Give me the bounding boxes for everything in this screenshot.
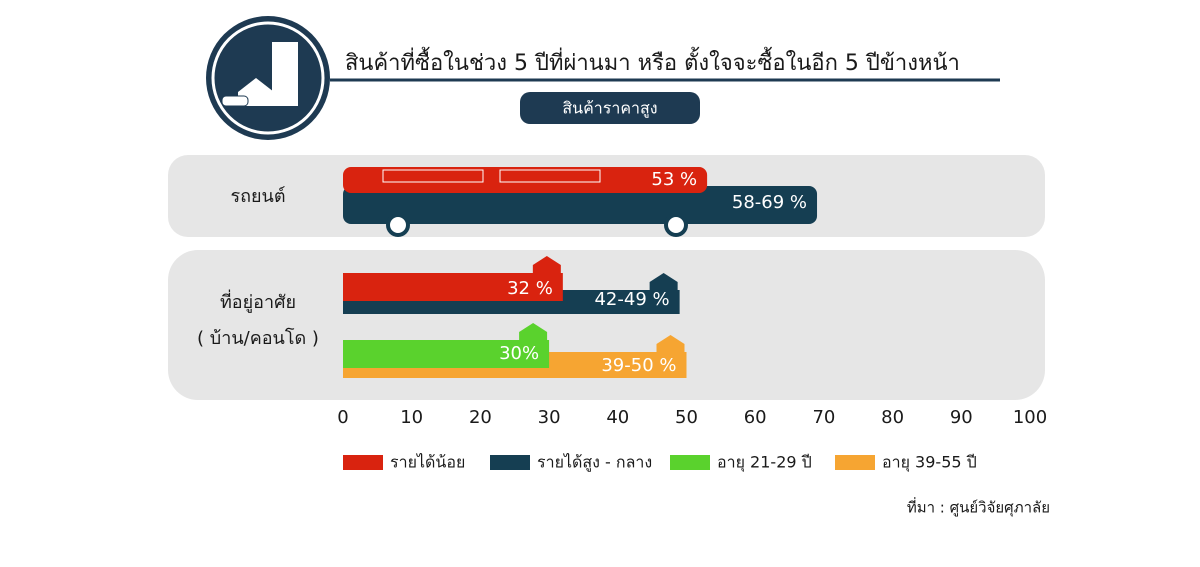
legend-label: รายได้สูง - กลาง [537,453,652,473]
roof [519,323,548,340]
icon-building [272,42,298,106]
wheel [386,213,410,237]
x-tick-label: 90 [950,407,973,428]
legend-label: อายุ 21-29 ปี [717,453,812,473]
window [499,169,601,183]
value-label: 58-69 % [732,192,807,213]
icon-car [221,95,249,107]
category-label: ที่อยู่อาศัย [220,289,296,313]
wheel [664,213,688,237]
roof [532,256,561,273]
bar [343,186,818,224]
chart-title: สินค้าที่ซื้อในช่วง 5 ปีที่ผ่านมา หรือ ต… [345,47,960,76]
legend-label: อายุ 39-55 ปี [882,453,977,473]
window [382,169,484,183]
legend-swatch [835,455,875,470]
legend-swatch [343,455,383,470]
subtitle-pill [520,92,700,124]
value-label: 53 % [651,169,697,190]
roof [649,273,678,290]
x-tick-label: 30 [538,407,561,428]
category-label: รถยนต์ [230,186,285,207]
x-tick-label: 10 [400,407,423,428]
x-tick-label: 70 [812,407,835,428]
source: ที่มา : ศูนย์วิจัยศุภาลัย [907,497,1050,518]
legend-swatch [670,455,710,470]
value-label: 32 % [507,278,553,299]
roof [656,335,685,352]
x-tick-label: 0 [337,407,348,428]
subtitle: สินค้าราคาสูง [562,99,657,119]
bar [343,273,563,301]
x-tick-label: 20 [469,407,492,428]
x-tick-label: 60 [744,407,767,428]
bar [343,167,708,193]
bar [343,340,550,368]
x-tick-label: 80 [881,407,904,428]
value-label: 42-49 % [594,289,669,310]
icon [211,21,325,135]
category-label: ( บ้าน/คอนโด ) [197,327,319,349]
value-label: 30% [499,343,539,364]
legend-swatch [490,455,530,470]
x-tick-label: 50 [675,407,698,428]
x-tick-label: 40 [606,407,629,428]
x-tick-label: 100 [1013,407,1047,428]
legend-label: รายได้น้อย [390,453,465,472]
value-label: 39-50 % [601,355,676,376]
